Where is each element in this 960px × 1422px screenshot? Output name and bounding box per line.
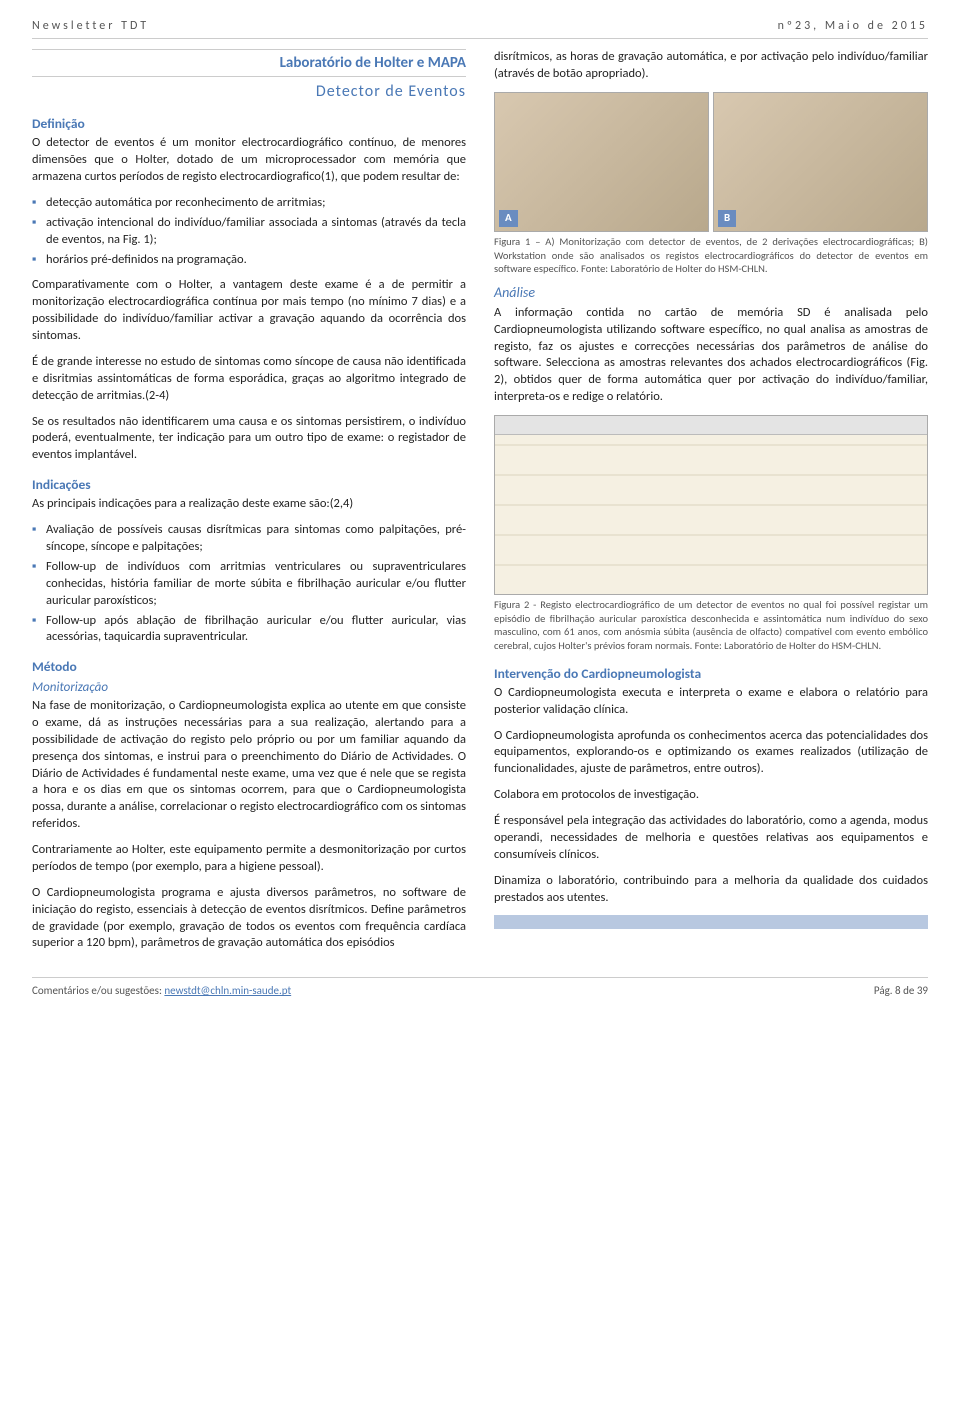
intervencao-p2: O Cardiopneumologista aprofunda os conhe… bbox=[494, 728, 928, 779]
definicao-p2: Comparativamente com o Holter, a vantage… bbox=[32, 277, 466, 345]
monitorizacao-subheading: Monitorização bbox=[32, 679, 466, 697]
metodo-p3: O Cardiopneumologista programa e ajusta … bbox=[32, 885, 466, 953]
lab-title: Laboratório de Holter e MAPA bbox=[32, 49, 466, 77]
figure-1-caption: Figura 1 – A) Monitorização com detector… bbox=[494, 235, 928, 276]
analise-heading: Análise bbox=[494, 284, 928, 303]
cont-paragraph: disrítmicos, as horas de gravação automá… bbox=[494, 49, 928, 83]
footer-left: Comentários e/ou sugestões: newstdt@chln… bbox=[32, 984, 291, 999]
metodo-p1: Na fase de monitorização, o Cardiopneumo… bbox=[32, 698, 466, 833]
header-left: Newsletter TDT bbox=[32, 18, 149, 34]
intervencao-p1: O Cardiopneumologista executa e interpre… bbox=[494, 685, 928, 719]
decorative-strip bbox=[494, 915, 928, 929]
list-item: Follow-up de indivíduos com arritmias ve… bbox=[46, 559, 466, 610]
figure-1-images: A B bbox=[494, 92, 928, 232]
analise-p: A informação contida no cartão de memóri… bbox=[494, 305, 928, 406]
intervencao-p4: É responsável pela integração das activi… bbox=[494, 813, 928, 864]
header-right: nº23, Maio de 2015 bbox=[778, 18, 928, 34]
list-item: activação intencional do indivíduo/famil… bbox=[46, 215, 466, 249]
footer-page-number: Pág. 8 de 39 bbox=[874, 984, 928, 999]
list-item: detecção automática por reconhecimento d… bbox=[46, 195, 466, 212]
list-item: Follow-up após ablação de fibrilhação au… bbox=[46, 613, 466, 647]
definicao-heading: Definição bbox=[32, 115, 466, 133]
figure-2: Figura 2 - Registo electrocardiográfico … bbox=[494, 415, 928, 653]
definicao-list: detecção automática por reconhecimento d… bbox=[32, 195, 466, 269]
definicao-p1: O detector de eventos é um monitor elect… bbox=[32, 135, 466, 186]
figure-1a: A bbox=[494, 92, 709, 232]
page-footer: Comentários e/ou sugestões: newstdt@chln… bbox=[32, 977, 928, 999]
intervencao-p3: Colabora em protocolos de investigação. bbox=[494, 787, 928, 804]
figure-1: A B Figura 1 – A) Monitorização com dete… bbox=[494, 92, 928, 276]
list-item: Avaliação de possíveis causas disrítmica… bbox=[46, 522, 466, 556]
intervencao-heading: Intervenção do Cardiopneumologista bbox=[494, 665, 928, 683]
indicacoes-list: Avaliação de possíveis causas disrítmica… bbox=[32, 522, 466, 646]
figure-2-caption: Figura 2 - Registo electrocardiográfico … bbox=[494, 598, 928, 653]
definicao-p3: É de grande interesse no estudo de sinto… bbox=[32, 354, 466, 405]
intervencao-p5: Dinamiza o laboratório, contribuindo par… bbox=[494, 873, 928, 907]
metodo-heading: Método bbox=[32, 658, 466, 676]
indicacoes-intro: As principais indicações para a realizaç… bbox=[32, 496, 466, 513]
footer-prefix: Comentários e/ou sugestões: bbox=[32, 984, 164, 997]
figure-2-image bbox=[494, 415, 928, 595]
indicacoes-heading: Indicações bbox=[32, 476, 466, 494]
metodo-p2: Contrariamente ao Holter, este equipamen… bbox=[32, 842, 466, 876]
left-column: Laboratório de Holter e MAPA Detector de… bbox=[32, 49, 466, 961]
figure-label-b: B bbox=[718, 210, 736, 227]
right-column: disrítmicos, as horas de gravação automá… bbox=[494, 49, 928, 961]
content-columns: Laboratório de Holter e MAPA Detector de… bbox=[32, 49, 928, 961]
footer-email-link[interactable]: newstdt@chln.min-saude.pt bbox=[164, 984, 291, 997]
figure-1b: B bbox=[713, 92, 928, 232]
detector-title: Detector de Eventos bbox=[32, 81, 466, 103]
figure-label-a: A bbox=[499, 210, 518, 227]
definicao-p4: Se os resultados não identificarem uma c… bbox=[32, 414, 466, 465]
page-header: Newsletter TDT nº23, Maio de 2015 bbox=[32, 18, 928, 39]
list-item: horários pré-definidos na programação. bbox=[46, 252, 466, 269]
